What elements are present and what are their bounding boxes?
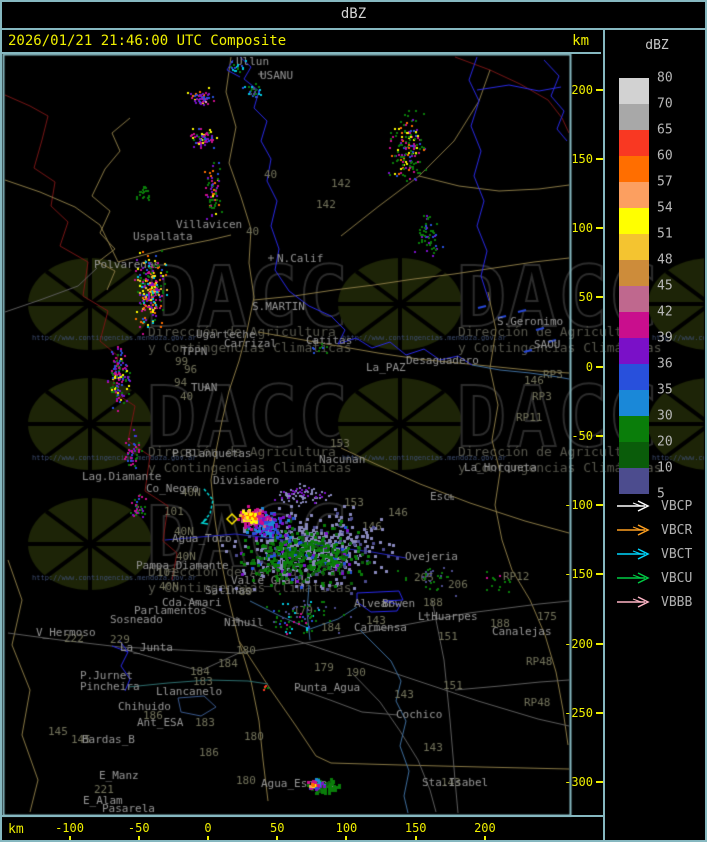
right-km-axis: 200 150 100 50 0 -50 -100 -150 -200 -250 -300 (564, 54, 603, 815)
dbz-scale-swatch (619, 156, 649, 182)
vector-label: VBCU (661, 570, 693, 586)
dbz-scale-label: 30 (657, 408, 673, 424)
dbz-scale-swatch (619, 312, 649, 338)
status-bar: 2026/01/21 21:46:00 UTC Composite km (0, 30, 601, 54)
vector-legend-row: VBCU (615, 570, 692, 586)
vector-label: VBCP (661, 498, 693, 514)
dbz-scale-label: 10 (657, 460, 673, 476)
dbz-scale-label: 51 (657, 226, 673, 242)
dbz-scale-label: 45 (657, 278, 673, 294)
vector-legend-row: VBCR (615, 522, 692, 538)
vector-arrow-icon (617, 524, 650, 536)
dbz-scale-label: 60 (657, 148, 673, 164)
timestamp-label: 2026/01/21 21:46:00 UTC Composite (8, 33, 287, 49)
dbz-scale-swatch (619, 442, 649, 468)
dbz-scale-swatch (619, 364, 649, 390)
vector-arrow-icon (617, 548, 650, 560)
vector-arrow-icon (617, 500, 650, 512)
right-axis-unit-label: km (572, 33, 589, 49)
dbz-scale-label: 42 (657, 304, 673, 320)
vector-label: VBCR (661, 522, 693, 538)
window-title: dBZ (340, 6, 367, 22)
dbz-scale-label: 70 (657, 96, 673, 112)
legend-title: dBZ (645, 38, 669, 53)
dbz-scale-label: 20 (657, 434, 673, 450)
vector-legend-row: VBCP (615, 498, 692, 514)
dbz-scale-swatch (619, 390, 649, 416)
dbz-scale-swatch (619, 78, 649, 104)
dbz-scale-swatch (619, 286, 649, 312)
dbz-scale-label: 5 (657, 486, 665, 502)
dbz-scale-swatch (619, 182, 649, 208)
dbz-scale-label: 39 (657, 330, 673, 346)
dbz-scale-label: 36 (657, 356, 673, 372)
dbz-scale-label: 48 (657, 252, 673, 268)
dbz-scale-swatch (619, 130, 649, 156)
dbz-scale-swatch (619, 338, 649, 364)
dbz-scale-swatch (619, 104, 649, 130)
vector-label: VBBB (661, 594, 693, 610)
dbz-scale-swatch (619, 416, 649, 442)
dbz-scale-label: 57 (657, 174, 673, 190)
dbz-scale-swatch (619, 260, 649, 286)
bottom-axis-unit-label: km (8, 822, 24, 837)
dbz-scale-label: 80 (657, 70, 673, 86)
dbz-scale-label: 35 (657, 382, 673, 398)
dbz-scale-label: 65 (657, 122, 673, 138)
bottom-km-axis: km -100 -50 0 50 100 150 200 (0, 815, 603, 842)
dbz-scale-label: 54 (657, 200, 673, 216)
window-title-bar: dBZ (0, 0, 707, 30)
legend-panel: dBZ 80 70 65 60 57 54 51 48 45 42 39 36 35 30 20 10 5 VB… (603, 30, 707, 842)
vector-legend-row: VBCT (615, 546, 692, 562)
vector-legend-row: VBBB (615, 594, 692, 610)
dbz-scale-swatch (619, 468, 649, 494)
vector-arrow-icon (617, 572, 650, 584)
vector-arrow-icon (617, 596, 650, 608)
dbz-scale-swatch (619, 234, 649, 260)
vector-label: VBCT (661, 546, 693, 562)
dbz-scale-swatch (619, 208, 649, 234)
